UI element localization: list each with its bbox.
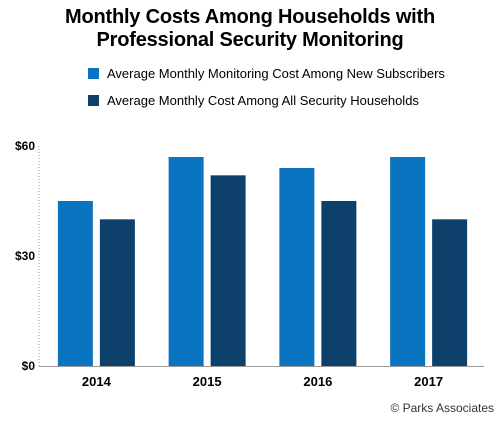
bar-all-households — [321, 201, 357, 366]
bar-all-households — [210, 175, 246, 366]
x-category-label: 2014 — [82, 374, 112, 389]
legend-swatch-all-households — [88, 95, 99, 106]
legend-label-all-households: Average Monthly Cost Among All Security … — [107, 93, 419, 108]
legend-swatch-new-subscribers — [88, 68, 99, 79]
bar-new-subscribers — [57, 201, 93, 366]
y-tick-label: $30 — [15, 249, 35, 263]
bar-all-households — [432, 219, 468, 366]
chart-title: Monthly Costs Among Households with Prof… — [0, 6, 500, 52]
legend-label-new-subscribers: Average Monthly Monitoring Cost Among Ne… — [107, 66, 445, 81]
legend-item-all-households: Average Monthly Cost Among All Security … — [88, 92, 445, 109]
x-category-label: 2015 — [193, 374, 222, 389]
legend-item-new-subscribers: Average Monthly Monitoring Cost Among Ne… — [88, 65, 445, 82]
chart-title-line2: Professional Security Monitoring — [96, 29, 404, 51]
chart-title-line1: Monthly Costs Among Households with — [64, 6, 436, 28]
x-category-label: 2016 — [303, 374, 332, 389]
bar-all-households — [99, 219, 135, 366]
chart-legend: Average Monthly Monitoring Cost Among Ne… — [88, 65, 445, 119]
bar-new-subscribers — [168, 157, 204, 366]
source-credit: © Parks Associates — [390, 401, 494, 415]
bar-new-subscribers — [390, 157, 426, 366]
y-tick-label: $60 — [15, 139, 35, 153]
y-tick-label: $0 — [22, 359, 36, 373]
bar-new-subscribers — [279, 168, 315, 366]
x-category-label: 2017 — [414, 374, 443, 389]
